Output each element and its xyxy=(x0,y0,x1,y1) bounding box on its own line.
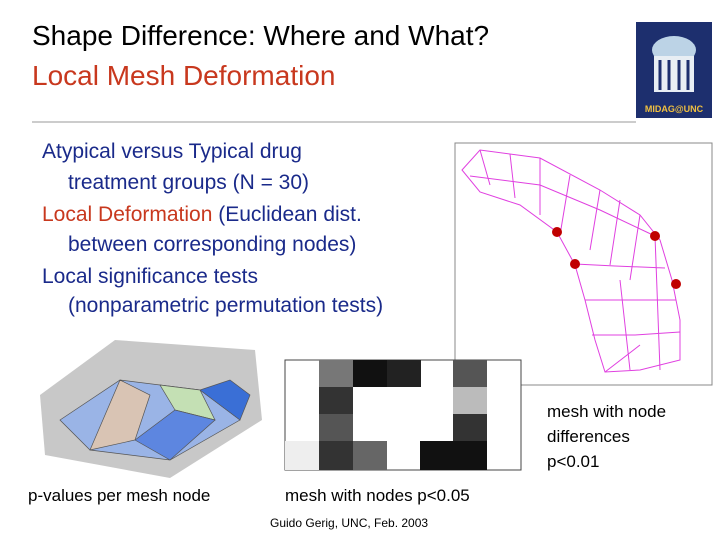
caption: differences xyxy=(547,427,630,446)
logo-column-lines xyxy=(658,60,690,90)
title: Shape Difference: Where and What? xyxy=(32,20,490,51)
grid-image xyxy=(284,359,522,471)
mesh-nodes xyxy=(552,227,681,289)
bullet-highlight: Local Deformation xyxy=(42,203,213,226)
caption: p-values per mesh node xyxy=(28,486,211,505)
bullet-sub: treatment groups (N = 30) xyxy=(68,171,310,194)
caption: mesh with node xyxy=(547,402,667,421)
bullet: Local significance tests xyxy=(42,265,258,288)
bullet-text: (Euclidean dist. xyxy=(212,203,362,226)
footer: Guido Gerig, UNC, Feb. 2003 xyxy=(270,516,429,530)
mesh xyxy=(461,149,681,373)
bullet-sub: (nonparametric permutation tests) xyxy=(68,294,384,317)
bullet: Atypical versus Typical drug xyxy=(42,140,302,163)
logo-label: MIDAG@UNC xyxy=(645,104,704,114)
bullet-sub: between corresponding nodes) xyxy=(68,233,357,256)
subtitle: Local Mesh Deformation xyxy=(32,60,336,91)
surface-plot xyxy=(40,340,262,478)
caption: mesh with nodes p<0.05 xyxy=(285,486,470,505)
bullet: Local Deformation (Euclidean dist. xyxy=(42,203,362,227)
caption: p<0.01 xyxy=(547,452,600,471)
